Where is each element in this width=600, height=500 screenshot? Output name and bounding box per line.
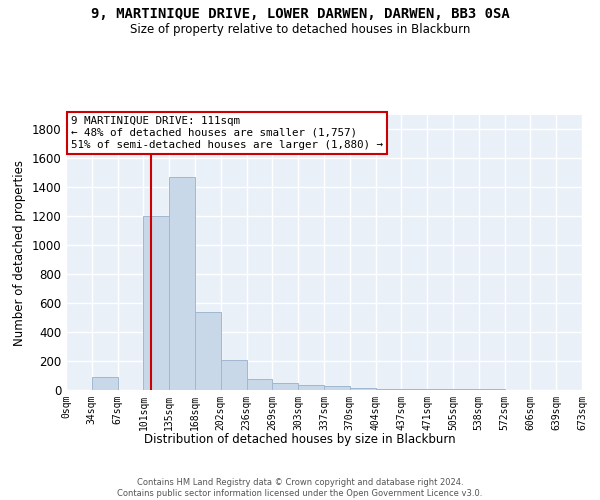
Bar	[92, 377, 118, 390]
Bar	[350, 388, 376, 390]
Bar	[272, 383, 298, 390]
Bar	[298, 385, 324, 390]
Bar	[376, 388, 401, 390]
Text: Contains HM Land Registry data © Crown copyright and database right 2024.
Contai: Contains HM Land Registry data © Crown c…	[118, 478, 482, 498]
Bar	[169, 177, 195, 390]
Text: Size of property relative to detached houses in Blackburn: Size of property relative to detached ho…	[130, 22, 470, 36]
Y-axis label: Number of detached properties: Number of detached properties	[13, 160, 26, 346]
Bar	[247, 379, 272, 390]
Text: 9 MARTINIQUE DRIVE: 111sqm
← 48% of detached houses are smaller (1,757)
51% of s: 9 MARTINIQUE DRIVE: 111sqm ← 48% of deta…	[71, 116, 383, 150]
Bar	[143, 216, 169, 390]
Text: Distribution of detached houses by size in Blackburn: Distribution of detached houses by size …	[144, 432, 456, 446]
Bar	[324, 386, 350, 390]
Bar	[401, 389, 427, 390]
Bar	[221, 360, 247, 390]
Text: 9, MARTINIQUE DRIVE, LOWER DARWEN, DARWEN, BB3 0SA: 9, MARTINIQUE DRIVE, LOWER DARWEN, DARWE…	[91, 8, 509, 22]
Bar	[195, 312, 221, 390]
